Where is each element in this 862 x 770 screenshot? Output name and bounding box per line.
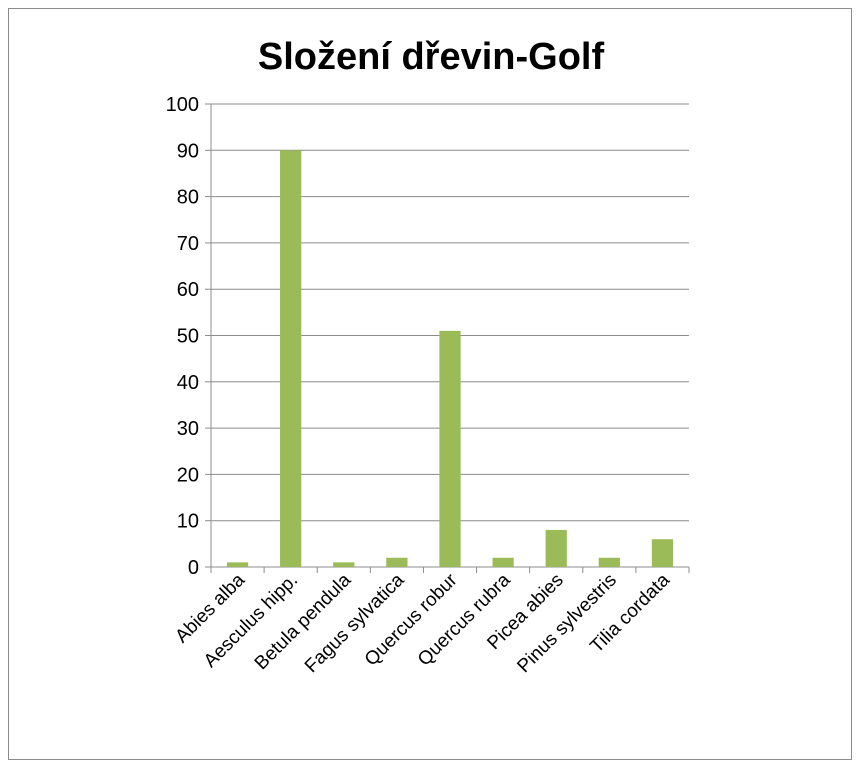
y-tick-label: 80 bbox=[177, 187, 199, 209]
y-tick-label: 50 bbox=[177, 326, 199, 348]
y-tick-label: 70 bbox=[177, 233, 199, 255]
bar-quercus-rubra bbox=[492, 557, 514, 567]
x-category-label: Quercus rubra bbox=[414, 569, 515, 670]
y-tick-label: 40 bbox=[177, 372, 199, 394]
x-category-label: Quercus robur bbox=[361, 569, 462, 670]
bar-quercus-robur bbox=[439, 330, 461, 567]
bar-fagus-sylvatica bbox=[386, 557, 408, 567]
bar-abies-alba bbox=[226, 562, 249, 567]
y-tick-label: 100 bbox=[166, 94, 199, 116]
y-tick-label: 20 bbox=[177, 464, 199, 486]
y-tick-label: 30 bbox=[177, 418, 199, 440]
y-tick-label: 0 bbox=[188, 557, 199, 579]
chart-frame bbox=[8, 8, 852, 760]
bar-betula-pendula bbox=[333, 562, 355, 567]
bar-tilia-cordata bbox=[651, 539, 674, 567]
x-category-label: Aesculus hipp. bbox=[200, 570, 302, 672]
bars bbox=[226, 150, 674, 568]
y-tick-label: 10 bbox=[177, 511, 199, 533]
x-category-label: Betula pendula bbox=[251, 569, 356, 674]
y-tick-label: 60 bbox=[177, 279, 199, 301]
y-tick-label: 90 bbox=[177, 140, 199, 162]
bar-pinus-sylvestris bbox=[598, 557, 620, 567]
y-tick-labels: 0 10 20 30 40 50 60 70 80 90 100 bbox=[166, 94, 199, 579]
bar-aesculus-hipp bbox=[280, 150, 302, 568]
chart-title: Složení dřevin-Golf bbox=[257, 36, 605, 78]
bar-picea-abies bbox=[545, 529, 567, 567]
